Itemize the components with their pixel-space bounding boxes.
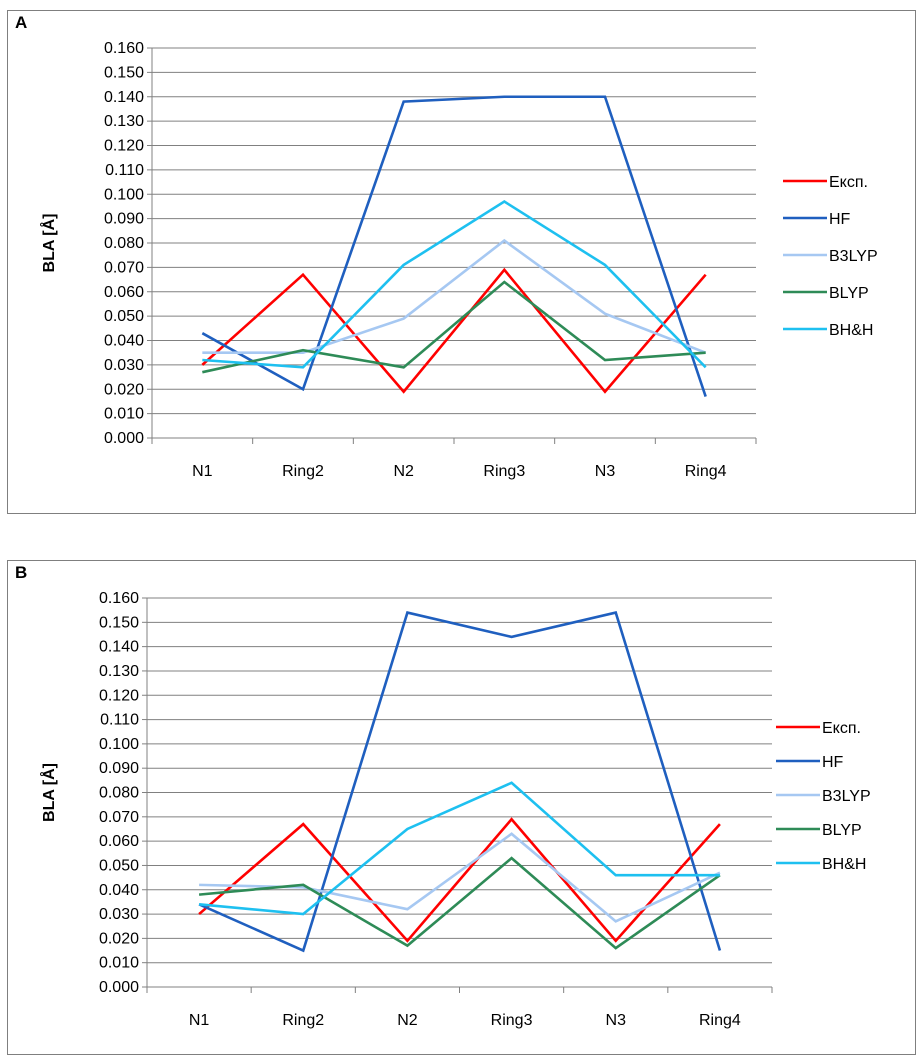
legend-label: BH&H bbox=[822, 856, 866, 873]
y-tick-label: 0.030 bbox=[99, 906, 139, 923]
y-tick-label: 0.130 bbox=[104, 113, 144, 130]
line-chart-b: 0.000 0.010 0.020 0.030 0.040 0.050 0.060 0.070… bbox=[39, 590, 871, 1029]
y-tick-label: 0.050 bbox=[104, 308, 144, 325]
series-line-blyp bbox=[202, 280, 706, 374]
y-tick-label: 0.090 bbox=[99, 760, 139, 777]
x-tick-label: Ring3 bbox=[491, 1012, 533, 1029]
legend-label: B3LYP bbox=[822, 788, 871, 805]
y-tick-label: 0.150 bbox=[104, 64, 144, 81]
chart-panel-a: A 0.000 0.010 0.020 0.030 0.040 0.050 0.060 0.0… bbox=[7, 10, 916, 514]
y-tick-label: 0.020 bbox=[104, 381, 144, 398]
x-tick-label: N3 bbox=[606, 1012, 627, 1029]
x-tick-label: Ring2 bbox=[282, 1012, 324, 1029]
legend-label: BLYP bbox=[829, 285, 869, 302]
y-tick-label: 0.040 bbox=[99, 882, 139, 899]
series-line-експ- bbox=[201, 267, 707, 394]
series-line-експ- bbox=[198, 817, 721, 943]
y-tick-label: 0.140 bbox=[104, 89, 144, 106]
legend-label: Експ. bbox=[829, 174, 868, 191]
series-line-bh-h bbox=[202, 200, 707, 369]
legend-label: Експ. bbox=[822, 720, 861, 737]
y-tick-label: 0.040 bbox=[104, 333, 144, 350]
legend-label: B3LYP bbox=[829, 248, 878, 265]
y-tick-label: 0.080 bbox=[99, 785, 139, 802]
y-tick-label: 0.110 bbox=[105, 162, 144, 179]
y-tick-label: 0.080 bbox=[104, 235, 144, 252]
x-tick-label: Ring4 bbox=[685, 463, 727, 480]
y-tick-label: 0.020 bbox=[99, 930, 139, 947]
y-tick-label: 0.110 bbox=[100, 712, 139, 729]
y-tick-label: 0.010 bbox=[99, 955, 139, 972]
y-tick-label: 0.070 bbox=[104, 259, 144, 276]
x-tick-label: N1 bbox=[189, 1012, 210, 1029]
y-tick-label: 0.060 bbox=[99, 833, 139, 850]
y-tick-label: 0.000 bbox=[99, 979, 139, 996]
y-tick-label: 0.090 bbox=[104, 211, 144, 228]
y-tick-label: 0.100 bbox=[99, 736, 139, 753]
y-tick-label: 0.030 bbox=[104, 357, 144, 374]
y-tick-label: 0.120 bbox=[99, 687, 139, 704]
y-tick-label: 0.120 bbox=[104, 138, 144, 155]
y-tick-label: 0.160 bbox=[99, 590, 139, 607]
x-tick-label: N1 bbox=[192, 463, 213, 480]
panel-letter-b: B bbox=[15, 563, 28, 582]
x-tick-label: Ring3 bbox=[483, 463, 525, 480]
y-tick-label: 0.060 bbox=[104, 284, 144, 301]
y-axis-label: BLA [Å] bbox=[39, 214, 58, 273]
y-tick-label: 0.150 bbox=[99, 614, 139, 631]
y-tick-label: 0.000 bbox=[104, 430, 144, 447]
panel-letter-a: A bbox=[15, 13, 28, 32]
x-tick-label: N2 bbox=[397, 1012, 418, 1029]
series-line-hf bbox=[198, 611, 722, 953]
series-line-hf bbox=[201, 95, 707, 397]
x-tick-label: N3 bbox=[595, 463, 616, 480]
legend-label: HF bbox=[829, 211, 851, 228]
y-tick-label: 0.070 bbox=[99, 809, 139, 826]
legend-label: HF bbox=[822, 754, 844, 771]
y-tick-label: 0.050 bbox=[99, 857, 139, 874]
legend-label: BLYP bbox=[822, 822, 862, 839]
series-line-blyp bbox=[198, 856, 721, 950]
y-tick-label: 0.010 bbox=[104, 406, 144, 423]
series-line-bh-h bbox=[198, 781, 720, 916]
x-tick-label: N2 bbox=[393, 463, 414, 480]
y-tick-label: 0.160 bbox=[104, 40, 144, 57]
y-tick-label: 0.140 bbox=[99, 639, 139, 656]
y-tick-label: 0.130 bbox=[99, 663, 139, 680]
y-axis-label: BLA [Å] bbox=[39, 763, 58, 822]
chart-panel-b: B 0.000 0.010 0.020 0.030 0.040 0.050 0.060 0.0… bbox=[7, 560, 916, 1055]
line-chart-a: 0.000 0.010 0.020 0.030 0.040 0.050 0.060 0.070… bbox=[39, 40, 878, 480]
legend-label: BH&H bbox=[829, 322, 873, 339]
x-tick-label: Ring4 bbox=[699, 1012, 741, 1029]
y-tick-label: 0.100 bbox=[104, 186, 144, 203]
x-tick-label: Ring2 bbox=[282, 463, 324, 480]
